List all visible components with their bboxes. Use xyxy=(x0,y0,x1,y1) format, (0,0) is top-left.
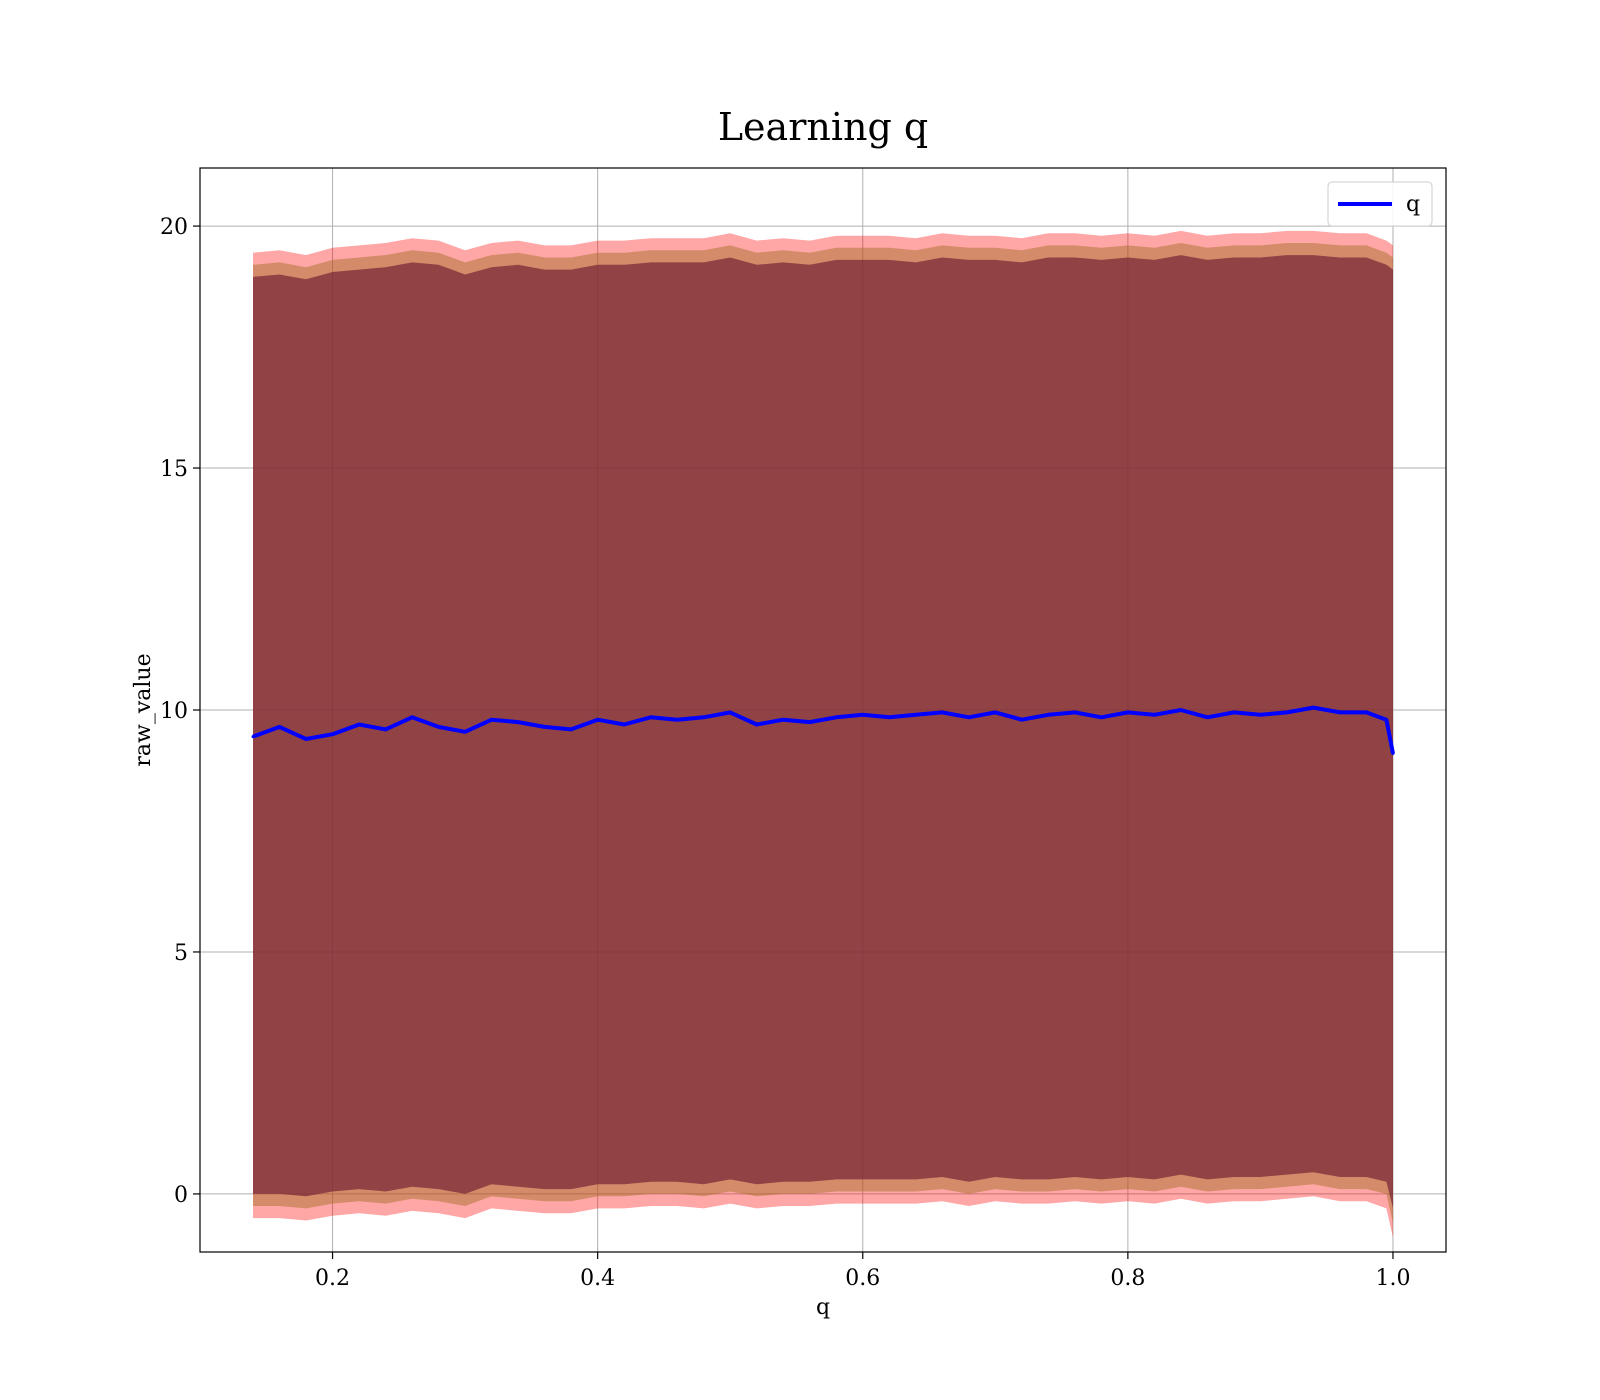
y-tick-label: 20 xyxy=(160,215,188,240)
data-point xyxy=(278,725,282,729)
data-point xyxy=(1046,713,1050,717)
data-point xyxy=(940,710,944,714)
data-point xyxy=(1126,710,1130,714)
band-layer xyxy=(253,230,1393,1238)
data-point xyxy=(1258,713,1262,717)
data-point xyxy=(1232,710,1236,714)
data-point xyxy=(251,735,255,739)
data-point xyxy=(1099,715,1103,719)
data-point xyxy=(304,737,308,741)
legend: q xyxy=(1327,181,1433,227)
x-tick-label: 1.0 xyxy=(1375,1266,1410,1291)
x-tick-label: 0.2 xyxy=(315,1266,350,1291)
ticks-layer: 0.2 0.4 0.6 0.8 1.0 0 5 10 15 20 xyxy=(160,215,1410,1291)
data-point xyxy=(596,718,600,722)
data-point xyxy=(914,713,918,717)
y-tick-label: 15 xyxy=(160,457,188,482)
data-point xyxy=(675,718,679,722)
data-point xyxy=(543,725,547,729)
data-point xyxy=(490,718,494,722)
data-point xyxy=(384,727,388,731)
confidence-band-3 xyxy=(253,255,1393,1209)
x-axis-title: q xyxy=(816,1295,830,1320)
x-tick-label: 0.6 xyxy=(845,1266,880,1291)
data-point xyxy=(649,715,653,719)
line-layer xyxy=(251,705,1395,756)
data-point xyxy=(861,713,865,717)
data-point xyxy=(1020,718,1024,722)
data-point xyxy=(887,715,891,719)
data-point xyxy=(1152,713,1156,717)
data-point xyxy=(1364,710,1368,714)
data-point xyxy=(1391,752,1395,756)
data-point xyxy=(967,715,971,719)
data-point xyxy=(410,715,414,719)
x-tick-label: 0.4 xyxy=(580,1266,615,1291)
data-point xyxy=(622,723,626,727)
y-axis-title: raw_value xyxy=(131,653,156,766)
legend-label-q: q xyxy=(1406,192,1420,217)
data-point xyxy=(1073,710,1077,714)
data-point xyxy=(1179,708,1183,712)
data-point xyxy=(569,727,573,731)
y-tick-label: 10 xyxy=(160,699,188,724)
data-point xyxy=(993,710,997,714)
x-tick-label: 0.8 xyxy=(1110,1266,1145,1291)
data-point xyxy=(834,715,838,719)
y-tick-label: 0 xyxy=(174,1183,188,1208)
y-tick-label: 5 xyxy=(174,941,188,966)
chart-title: Learning q xyxy=(718,105,928,149)
data-point xyxy=(1205,715,1209,719)
data-point xyxy=(728,710,732,714)
data-point xyxy=(781,718,785,722)
data-point xyxy=(331,732,335,736)
data-point xyxy=(463,730,467,734)
data-point xyxy=(1311,706,1315,710)
data-point xyxy=(1338,710,1342,714)
data-point xyxy=(808,720,812,724)
data-point xyxy=(702,715,706,719)
data-point xyxy=(1384,718,1388,722)
data-point xyxy=(357,723,361,727)
data-point xyxy=(755,723,759,727)
data-point xyxy=(1285,710,1289,714)
data-point xyxy=(437,725,441,729)
data-point xyxy=(516,720,520,724)
